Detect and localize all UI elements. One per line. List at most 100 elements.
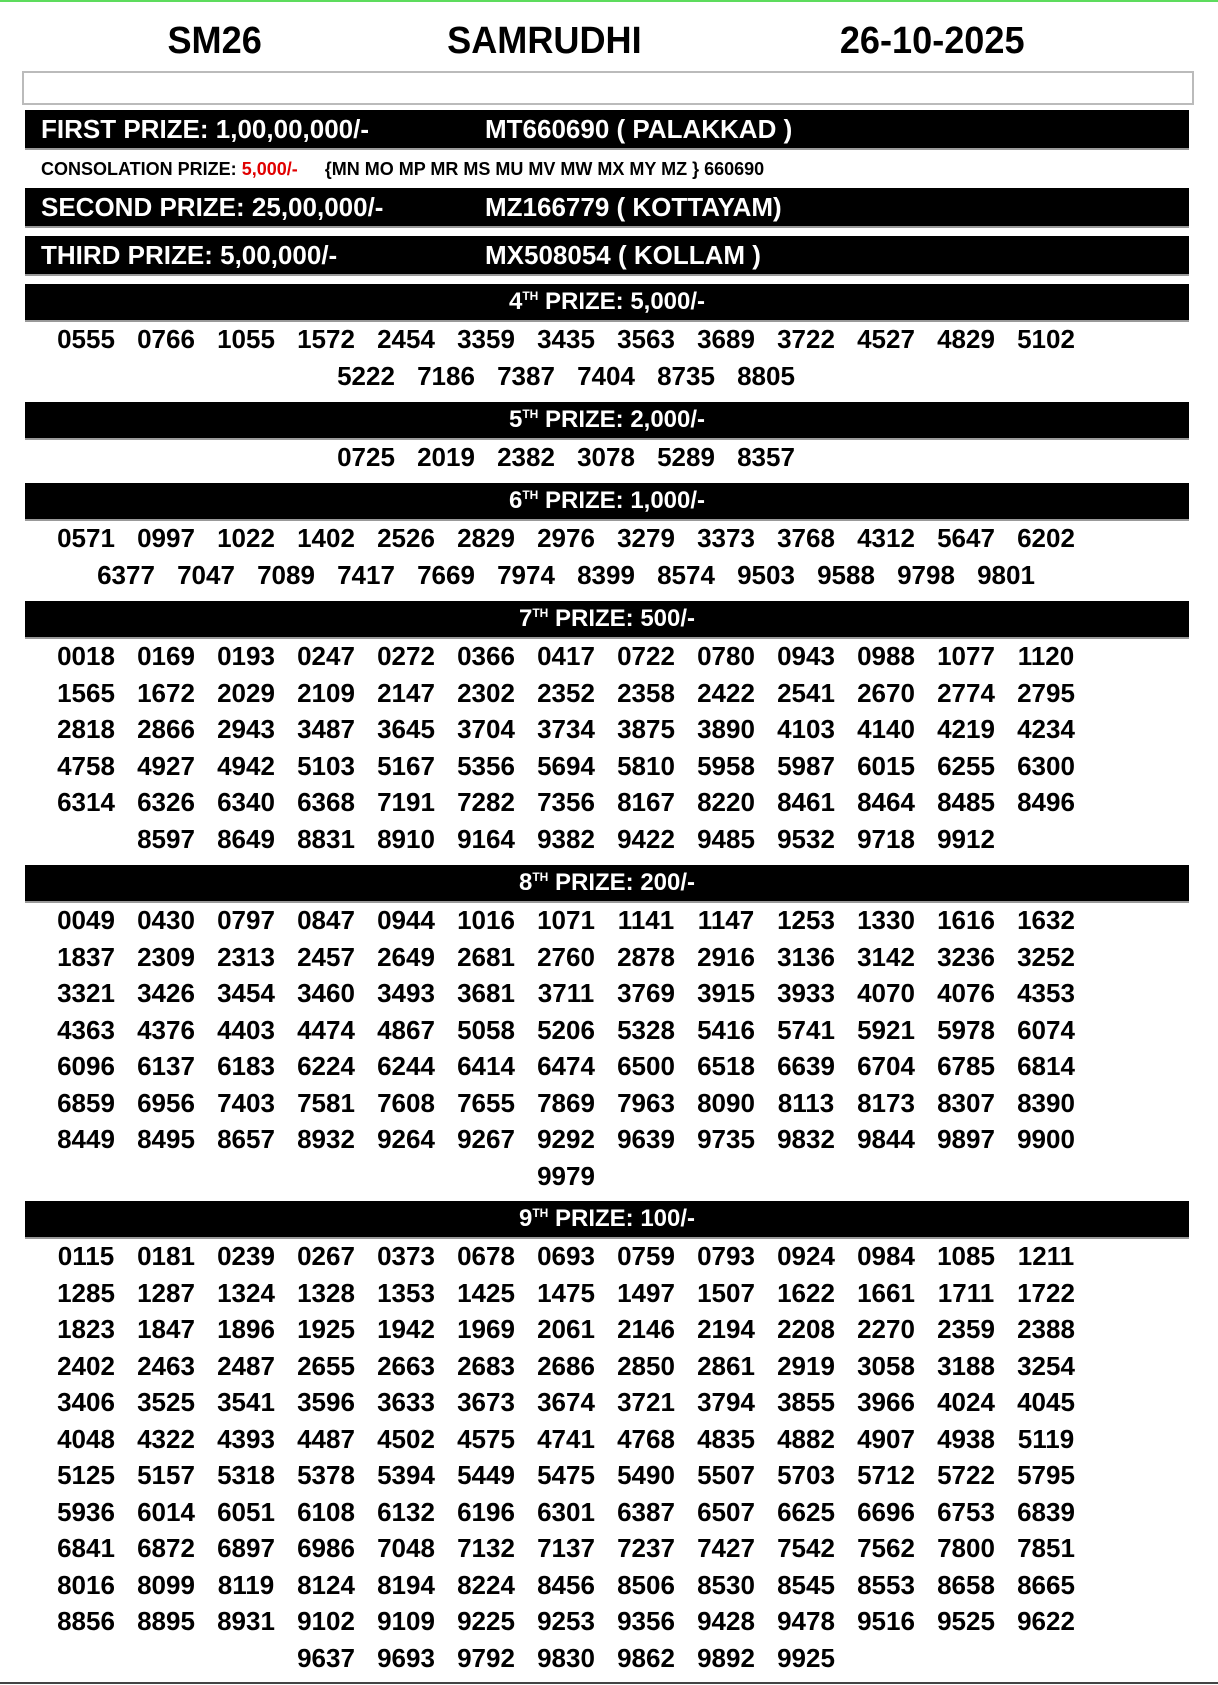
winning-number: 9422 [617,823,675,854]
winning-number: 2109 [297,677,355,708]
winning-number: 7403 [217,1087,275,1118]
winning-number: 2663 [377,1350,435,1381]
winning-number: 0725 [337,442,395,472]
winning-number: 6639 [777,1051,835,1081]
winning-number: 3525 [137,1387,195,1417]
winning-number: 1328 [297,1277,355,1308]
winning-number: 2029 [217,677,275,708]
winning-number: 2760 [537,941,595,972]
winning-number: 4363 [57,1014,115,1045]
winning-number: 8805 [737,360,795,391]
winning-number: 1211 [1017,1241,1075,1271]
winning-number: 2861 [697,1350,755,1381]
winning-number: 4907 [857,1423,915,1454]
winning-number: 6956 [137,1087,195,1118]
first-prize-winner: MT660690 ( PALAKKAD ) [485,114,793,144]
winning-number: 4234 [1017,714,1075,744]
winning-number: 2402 [57,1350,115,1381]
winning-number: 4938 [937,1423,995,1454]
winning-number: 4312 [857,523,915,553]
winning-number: 3279 [617,523,675,553]
winning-number: 3734 [537,714,595,744]
winning-number: 2019 [417,442,475,472]
winning-number: 3252 [1017,941,1075,972]
winning-number: 5936 [57,1496,115,1527]
winning-number: 4502 [377,1423,435,1454]
lottery-name: SAMRUDHI [447,20,642,62]
winning-number: 3236 [937,941,995,972]
third-prize-label: THIRD PRIZE: 5,00,000/- [41,240,338,270]
winning-number: 6368 [297,787,355,817]
winning-number: 1942 [377,1314,435,1344]
winning-number: 8856 [57,1606,115,1636]
winning-number: 2850 [617,1350,675,1381]
winning-number: 5102 [1017,324,1075,354]
winning-number: 3359 [457,324,515,354]
winning-number: 2943 [217,714,275,744]
winning-number: 5490 [617,1460,675,1490]
winning-number: 5449 [457,1460,515,1490]
winning-number: 6183 [217,1051,275,1081]
winning-number: 2683 [457,1350,515,1381]
winning-number: 8464 [857,787,915,817]
prize-numbers-6: 0571 0997 1022 1402 2526 2829 2976 3279 3373 3768… [46,521,1086,594]
winning-number: 3136 [777,941,835,972]
winning-number: 4942 [217,750,275,781]
prize-ordinal: 5 [508,406,523,433]
winning-number: 2061 [537,1314,595,1344]
winning-number: 5722 [937,1460,995,1490]
winning-number: 6785 [937,1051,995,1081]
winning-number: 6132 [377,1496,435,1527]
winning-number: 4070 [857,978,915,1008]
prize-header-7: 7TH PRIZE: 500/- [25,601,1189,637]
winning-number: 1147 [697,905,755,935]
top-border [0,0,1218,2]
prize-ordinal-suffix: TH [532,1206,549,1220]
winning-number: 2795 [1017,677,1075,708]
prize-numbers-7: 0018 0169 0193 0247 0272 0366 0417 0722 0780 0943… [46,639,1086,858]
winning-number: 1071 [537,905,595,935]
winning-number: 0115 [57,1241,115,1271]
winning-number: 2382 [497,442,555,472]
winning-number: 5328 [617,1014,675,1045]
winning-number: 5119 [1017,1423,1075,1454]
winning-number: 8831 [297,823,355,854]
winning-number: 9267 [457,1124,515,1154]
winning-number: 1616 [937,905,995,935]
winning-number: 9102 [297,1606,355,1636]
winning-number: 9637 [297,1642,355,1673]
prize-header-5: 5TH PRIZE: 2,000/- [25,402,1189,438]
winning-number: 2422 [697,677,755,708]
winning-number: 4882 [777,1423,835,1454]
winning-number: 4103 [777,714,835,744]
winning-number: 3711 [537,978,595,1008]
winning-number: 0722 [617,641,675,671]
winning-number: 9264 [377,1124,435,1154]
winning-number: 3933 [777,978,835,1008]
winning-number: 0571 [57,523,115,553]
winning-number: 0272 [377,641,435,671]
winning-number: 9428 [697,1606,755,1636]
winning-number: 3058 [857,1350,915,1381]
winning-number: 4741 [537,1423,595,1454]
prize-ordinal: 8 [518,869,533,896]
winning-number: 5810 [617,750,675,781]
winning-number: 3435 [537,324,595,354]
prize-label: PRIZE: 200/- [548,869,696,896]
winning-number: 0793 [697,1241,755,1271]
winning-number: 9735 [697,1124,755,1154]
winning-number: 2208 [777,1314,835,1344]
winning-number: 5356 [457,750,515,781]
winning-number: 9356 [617,1606,675,1636]
winning-number: 8530 [697,1569,755,1600]
winning-number: 3645 [377,714,435,744]
prize-label: PRIZE: 5,000/- [538,288,706,315]
winning-number: 2976 [537,523,595,553]
winning-number: 3406 [57,1387,115,1417]
winning-number: 0417 [537,641,595,671]
third-prize-bar: THIRD PRIZE: 5,00,000/- MX508054 ( KOLLA… [25,236,1189,274]
winning-number: 8224 [457,1569,515,1600]
winning-number: 9979 [537,1160,595,1191]
winning-number: 1722 [1017,1277,1075,1308]
second-prize-label: SECOND PRIZE: 25,00,000/- [41,192,384,222]
